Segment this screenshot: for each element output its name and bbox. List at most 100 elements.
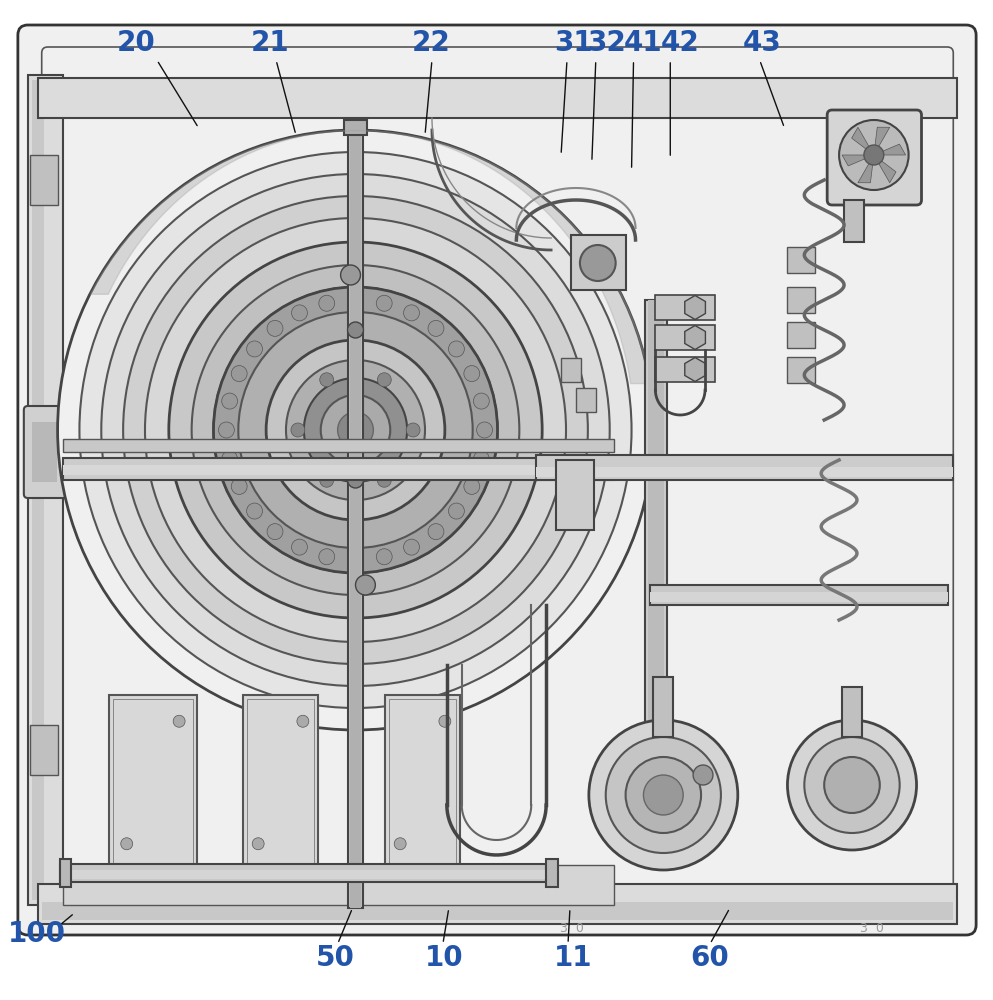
Circle shape — [221, 393, 237, 409]
Bar — [42, 902, 953, 920]
Text: 3  0: 3 0 — [560, 922, 584, 936]
Circle shape — [474, 393, 490, 409]
Circle shape — [320, 373, 334, 387]
Circle shape — [320, 473, 334, 487]
Circle shape — [626, 757, 701, 833]
Circle shape — [580, 245, 616, 281]
FancyBboxPatch shape — [24, 406, 106, 498]
Circle shape — [824, 757, 880, 813]
Circle shape — [348, 552, 363, 568]
Circle shape — [121, 838, 133, 850]
Bar — [655, 325, 715, 350]
Circle shape — [213, 287, 497, 573]
Circle shape — [79, 152, 632, 708]
Circle shape — [252, 838, 264, 850]
Circle shape — [428, 524, 444, 540]
Circle shape — [464, 366, 480, 382]
Circle shape — [376, 295, 392, 311]
Text: 32: 32 — [587, 29, 626, 57]
Bar — [389, 699, 456, 866]
Bar — [536, 455, 953, 480]
Circle shape — [348, 472, 363, 488]
Circle shape — [643, 775, 683, 815]
Bar — [648, 300, 664, 730]
Circle shape — [839, 120, 909, 190]
Bar — [787, 322, 815, 348]
Circle shape — [123, 196, 588, 664]
Bar — [38, 884, 957, 924]
Circle shape — [169, 242, 542, 618]
Bar — [653, 677, 673, 737]
Circle shape — [231, 478, 247, 494]
Circle shape — [341, 265, 360, 285]
Circle shape — [297, 715, 309, 727]
Circle shape — [246, 503, 262, 519]
Bar — [650, 592, 948, 602]
FancyBboxPatch shape — [827, 110, 922, 205]
Bar — [556, 460, 594, 530]
Circle shape — [477, 422, 493, 438]
Circle shape — [246, 341, 262, 357]
Bar — [38, 78, 957, 118]
Circle shape — [267, 524, 283, 540]
Circle shape — [267, 320, 283, 336]
Text: 21: 21 — [251, 29, 290, 57]
Bar — [350, 130, 361, 908]
Circle shape — [355, 575, 375, 595]
Bar — [655, 295, 715, 320]
Circle shape — [319, 549, 335, 565]
Bar — [842, 687, 862, 737]
Circle shape — [403, 305, 419, 321]
Circle shape — [101, 174, 610, 686]
Circle shape — [291, 423, 305, 437]
Polygon shape — [852, 127, 874, 155]
Circle shape — [376, 549, 392, 565]
Circle shape — [304, 378, 407, 482]
Bar — [32, 422, 57, 482]
Circle shape — [348, 292, 363, 308]
Circle shape — [589, 720, 738, 870]
Text: 20: 20 — [117, 29, 156, 57]
Circle shape — [213, 287, 497, 573]
Polygon shape — [874, 127, 890, 155]
Bar — [60, 870, 546, 879]
Text: 100: 100 — [8, 920, 66, 948]
Circle shape — [218, 422, 234, 438]
FancyBboxPatch shape — [18, 25, 976, 935]
Circle shape — [266, 340, 445, 520]
Bar — [243, 695, 318, 870]
Bar — [247, 699, 314, 866]
Bar — [787, 247, 815, 273]
Bar — [348, 130, 363, 908]
Bar — [650, 585, 948, 605]
Bar — [63, 439, 614, 452]
Polygon shape — [874, 155, 896, 183]
Circle shape — [787, 720, 917, 850]
Circle shape — [292, 305, 308, 321]
Bar — [28, 75, 63, 905]
Text: 31: 31 — [554, 29, 593, 57]
Circle shape — [606, 737, 721, 853]
Circle shape — [286, 360, 425, 500]
Circle shape — [449, 503, 465, 519]
Bar — [60, 864, 546, 882]
Polygon shape — [842, 155, 874, 166]
Bar — [344, 120, 367, 135]
Circle shape — [221, 451, 237, 467]
Circle shape — [238, 312, 473, 548]
Bar — [576, 388, 596, 412]
Bar — [113, 699, 193, 866]
Circle shape — [428, 320, 444, 336]
Bar — [787, 287, 815, 313]
Bar — [787, 357, 815, 383]
Text: 10: 10 — [425, 944, 464, 972]
Polygon shape — [858, 155, 874, 183]
Circle shape — [403, 539, 419, 555]
Circle shape — [145, 218, 566, 642]
Bar — [63, 865, 614, 905]
Bar — [536, 467, 953, 477]
Circle shape — [348, 322, 363, 338]
Bar — [60, 859, 71, 887]
Bar — [63, 465, 614, 475]
Text: 11: 11 — [554, 944, 593, 972]
